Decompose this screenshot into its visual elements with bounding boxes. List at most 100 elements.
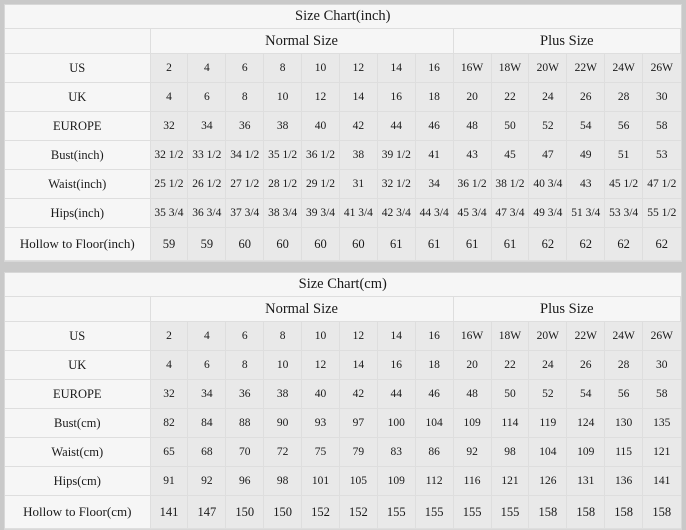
cell: 45: [490, 140, 530, 170]
cell: 98: [263, 466, 303, 496]
cell: 6: [187, 350, 227, 380]
cell: 56: [604, 111, 644, 141]
cell: 150: [225, 495, 265, 529]
cell: 44 3/4: [414, 198, 454, 228]
cell: 8: [225, 350, 265, 380]
cell: 45 1/2: [604, 169, 644, 199]
cell: 38 1/2: [490, 169, 530, 199]
cell: 104: [528, 437, 568, 467]
cell: 36: [225, 111, 265, 141]
row-label-uk: UK: [5, 350, 151, 380]
cell: 72: [263, 437, 303, 467]
cell: 79: [338, 437, 378, 467]
row-label-hips: Hips(cm): [5, 466, 151, 496]
row-label-europe: EUROPE: [5, 379, 151, 409]
cell: 10: [301, 53, 340, 83]
cell: 136: [604, 466, 644, 496]
cell: 26W: [642, 53, 681, 83]
table-row-europe: EUROPE 32 34 36 38 40 42 44 46 48 50 52 …: [5, 379, 681, 409]
cell: 18W: [490, 321, 530, 351]
cell: 83: [376, 437, 416, 467]
table-row-us: US 2 4 6 8 10 12 14 16 16W 18W 20W 22W 2…: [5, 321, 681, 351]
cell: 22W: [566, 321, 606, 351]
row-label-bust: Bust(inch): [5, 140, 151, 170]
cell: 158: [528, 495, 568, 529]
cell: 8: [263, 53, 303, 83]
cell: 47 3/4: [490, 198, 530, 228]
cell: 36 1/2: [452, 169, 492, 199]
cell: 2: [149, 321, 189, 351]
cell: 49 3/4: [528, 198, 568, 228]
cell: 32: [149, 379, 189, 409]
cell: 38: [263, 379, 303, 409]
cell: 100: [376, 408, 416, 438]
cell: 14: [338, 82, 378, 112]
cell: 62: [566, 227, 606, 261]
cell: 56: [604, 379, 644, 409]
cell: 158: [566, 495, 606, 529]
cell: 62: [528, 227, 568, 261]
table-row-uk: UK 4 6 8 10 12 14 16 18 20 22 24 26 28 3…: [5, 82, 681, 112]
table-separator: [0, 262, 686, 272]
size-chart-cm-table: Size Chart(cm) Normal Size Plus Size US …: [5, 273, 682, 529]
cell: 158: [642, 495, 681, 529]
table-row-waist: Waist(inch) 25 1/2 26 1/2 27 1/2 28 1/2 …: [5, 169, 681, 199]
row-label-waist: Waist(cm): [5, 437, 151, 467]
cell: 41: [414, 140, 454, 170]
cell: 62: [642, 227, 681, 261]
cell: 59: [149, 227, 189, 261]
cell: 61: [452, 227, 492, 261]
cell: 60: [225, 227, 265, 261]
group-header-row: Normal Size Plus Size: [5, 28, 682, 54]
cell: 38: [263, 111, 303, 141]
cell: 39 1/2: [376, 140, 416, 170]
cell: 155: [490, 495, 530, 529]
cell: 33 1/2: [187, 140, 227, 170]
cell: 61: [376, 227, 416, 261]
row-label-waist: Waist(inch): [5, 169, 151, 199]
cell: 84: [187, 408, 227, 438]
cell: 28 1/2: [263, 169, 303, 199]
cell: 4: [187, 321, 227, 351]
cell: 10: [301, 321, 340, 351]
cell: 43: [566, 169, 606, 199]
cell: 112: [414, 466, 454, 496]
cell: 40 3/4: [528, 169, 568, 199]
cell: 41 3/4: [338, 198, 378, 228]
cell: 51: [604, 140, 644, 170]
group-header-normal-size: Normal Size: [149, 28, 454, 54]
row-label-uk: UK: [5, 82, 151, 112]
cell: 22: [490, 82, 530, 112]
cell: 8: [263, 321, 303, 351]
cell: 4: [149, 82, 189, 112]
cell: 14: [338, 350, 378, 380]
group-header-corner: [5, 28, 151, 54]
title-row: Size Chart(inch): [5, 5, 681, 29]
size-chart-inch-body: Size Chart(inch) Normal Size Plus Size U…: [5, 5, 682, 261]
cell: 53: [642, 140, 681, 170]
cell: 8: [225, 82, 265, 112]
table-row-hips: Hips(cm) 91 92 96 98 101 105 109 112 116…: [5, 466, 681, 496]
cell: 29 1/2: [301, 169, 340, 199]
cell: 70: [225, 437, 265, 467]
title-row: Size Chart(cm): [5, 273, 681, 297]
cell: 18: [414, 82, 454, 112]
cell: 65: [149, 437, 189, 467]
cell: 20W: [528, 53, 568, 83]
cell: 119: [528, 408, 568, 438]
cell: 40: [301, 379, 340, 409]
cell: 104: [414, 408, 454, 438]
cell: 109: [376, 466, 416, 496]
cell: 24: [528, 82, 568, 112]
cell: 114: [490, 408, 530, 438]
group-header-plus-size: Plus Size: [452, 296, 682, 322]
size-chart-inch-table: Size Chart(inch) Normal Size Plus Size U…: [5, 5, 682, 261]
cell: 82: [149, 408, 189, 438]
cell: 47 1/2: [642, 169, 681, 199]
group-header-normal-size: Normal Size: [149, 296, 454, 322]
cell: 30: [642, 82, 681, 112]
cell: 10: [263, 82, 303, 112]
cell: 38 3/4: [263, 198, 303, 228]
cell: 32 1/2: [376, 169, 416, 199]
cell: 26: [566, 350, 606, 380]
